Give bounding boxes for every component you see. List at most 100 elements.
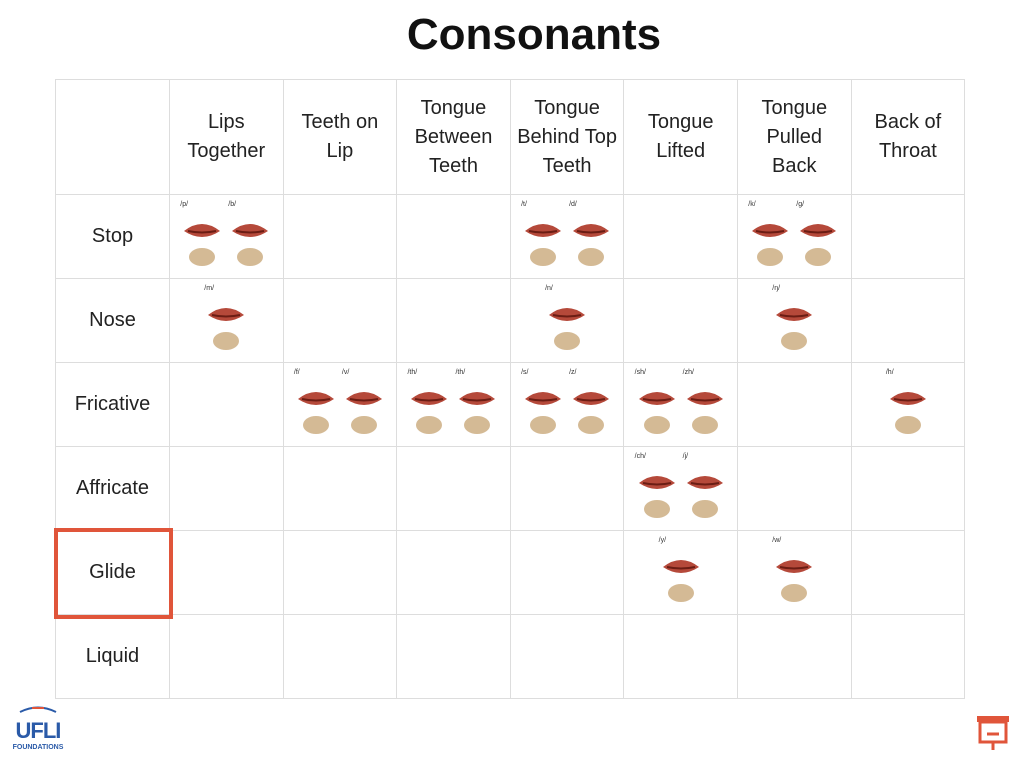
sound-card: /w/ <box>770 537 818 609</box>
corner-cell <box>56 80 170 195</box>
table-cell <box>397 531 511 615</box>
sound-illustration <box>411 391 448 434</box>
sound-illustration <box>776 559 813 602</box>
column-header: Tongue Lifted <box>624 80 738 195</box>
column-header: Tongue Behind Top Teeth <box>510 80 625 195</box>
sound-card: /p/ <box>178 201 226 273</box>
phoneme-label: /g/ <box>796 200 805 208</box>
sound-card: /m/ <box>202 285 250 357</box>
sound-card: /d/ <box>567 201 615 273</box>
phoneme-label: /k/ <box>748 200 756 208</box>
phoneme-label: /v/ <box>341 368 350 376</box>
phoneme-label: /y/ <box>658 536 667 544</box>
row-label: Affricate <box>56 447 170 531</box>
phoneme-label: /th/ <box>407 368 418 376</box>
sound-illustration <box>232 223 269 266</box>
sound-illustration <box>662 559 699 602</box>
sound-illustration <box>345 391 382 434</box>
table-cell <box>170 531 284 615</box>
phoneme-label: /p/ <box>180 200 189 208</box>
sound-card: /t/ <box>519 201 567 273</box>
phoneme-label: /ch/ <box>634 452 646 460</box>
table-cell <box>737 363 852 447</box>
sound-illustration <box>208 307 245 350</box>
table-cell: /w/ <box>737 531 852 615</box>
table-cell: /ŋ/ <box>737 279 852 363</box>
table-cell <box>851 447 966 531</box>
phoneme-label: /h/ <box>885 368 894 376</box>
sound-card: /ŋ/ <box>770 285 818 357</box>
column-header: Back of Throat <box>851 80 966 195</box>
sound-illustration <box>573 391 610 434</box>
table-cell: /ch/ /j/ <box>624 447 738 531</box>
logo-name: UFLI <box>15 718 62 743</box>
phoneme-label: /m/ <box>204 284 215 292</box>
sound-illustration <box>686 391 723 434</box>
phoneme-label: /s/ <box>521 368 529 376</box>
table-cell <box>283 615 398 699</box>
table-cell <box>397 447 511 531</box>
phoneme-label: /zh/ <box>682 368 694 376</box>
sound-card: /ch/ <box>633 453 681 525</box>
logo-subtitle: FOUNDATIONS <box>12 744 64 751</box>
phoneme-label: /t/ <box>521 200 527 208</box>
table-cell <box>397 195 511 279</box>
sound-illustration <box>297 391 334 434</box>
logo: UFLI FOUNDATIONS <box>12 700 64 751</box>
table-cell: /s/ /z/ <box>510 363 625 447</box>
sound-illustration <box>184 223 221 266</box>
present-icon[interactable] <box>975 714 1011 752</box>
table-cell: /f/ /v/ <box>283 363 398 447</box>
sound-card: /k/ <box>746 201 794 273</box>
sound-illustration <box>776 307 813 350</box>
sound-illustration <box>638 391 675 434</box>
table-cell <box>510 531 625 615</box>
slide-title: Consonants <box>406 10 662 59</box>
sound-card: /z/ <box>567 369 615 441</box>
table-cell <box>170 447 284 531</box>
row-label: Stop <box>56 195 170 279</box>
table-cell: /t/ /d/ <box>510 195 625 279</box>
sound-illustration <box>459 391 496 434</box>
column-header: Teeth on Lip <box>283 80 398 195</box>
sound-illustration <box>889 391 926 434</box>
table-cell <box>283 531 398 615</box>
phoneme-label: /n/ <box>545 284 553 292</box>
table-cell: /h/ <box>851 363 966 447</box>
table-cell <box>170 363 284 447</box>
column-header: Lips Together <box>170 80 284 195</box>
table-cell: /k/ /g/ <box>737 195 852 279</box>
table-cell: /n/ <box>510 279 625 363</box>
column-header: Tongue Pulled Back <box>737 80 852 195</box>
column-header: Tongue Between Teeth <box>397 80 511 195</box>
phoneme-label: /b/ <box>228 200 237 208</box>
table-cell <box>283 279 398 363</box>
table-cell <box>737 615 852 699</box>
sound-illustration <box>800 223 837 266</box>
phoneme-label: /sh/ <box>634 368 646 376</box>
table-cell <box>851 615 966 699</box>
table-cell <box>851 195 966 279</box>
consonant-table: Lips Together Teeth on Lip Tongue Between … <box>55 79 966 699</box>
sound-card: /v/ <box>340 369 388 441</box>
table-cell <box>851 531 966 615</box>
sound-illustration <box>525 223 562 266</box>
row-label: Fricative <box>56 363 170 447</box>
sound-illustration <box>752 223 789 266</box>
table-cell <box>170 615 284 699</box>
sound-card: /sh/ <box>633 369 681 441</box>
table-cell <box>624 195 738 279</box>
sound-card: /th/ <box>453 369 501 441</box>
table-cell <box>624 615 738 699</box>
table-cell <box>397 615 511 699</box>
sound-card: /n/ <box>543 285 591 357</box>
table-cell: /sh/ /zh/ <box>624 363 738 447</box>
sound-card: /b/ <box>226 201 274 273</box>
sound-card: /s/ <box>519 369 567 441</box>
sound-illustration <box>549 307 586 350</box>
table-cell <box>510 447 625 531</box>
table-cell <box>283 447 398 531</box>
sound-card: /h/ <box>884 369 932 441</box>
sound-card: /j/ <box>681 453 729 525</box>
